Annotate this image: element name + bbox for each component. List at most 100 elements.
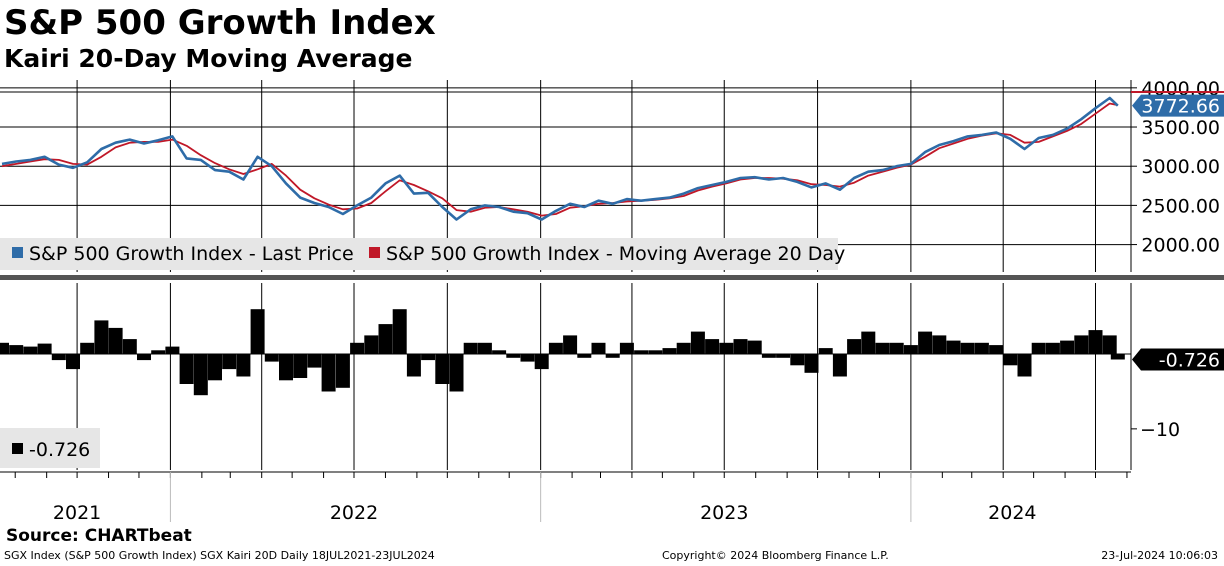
- kairi-bar: [946, 340, 961, 355]
- kairi-bar: [776, 354, 791, 358]
- kairi-bar: [1110, 354, 1125, 360]
- kairi-bar: [790, 354, 805, 366]
- kairi-bar: [690, 331, 705, 354]
- kairi-bar: [335, 354, 350, 388]
- kairi-bar: [236, 354, 251, 377]
- kairi-bar: [1031, 342, 1046, 354]
- kairi-bar: [108, 327, 123, 355]
- kairi-bar: [293, 354, 308, 378]
- chart-subtitle: Kairi 20-Day Moving Average: [4, 44, 413, 73]
- y-tick-label: −10: [1140, 419, 1180, 441]
- kairi-bar: [208, 354, 222, 381]
- kairi-bar: [591, 342, 606, 354]
- kairi-bar: [1003, 354, 1018, 366]
- kairi-bar: [122, 339, 137, 355]
- kairi-bar: [548, 342, 563, 354]
- kairi-bar: [989, 345, 1004, 355]
- kairi-bar: [1045, 342, 1060, 354]
- y-tick-label: 2500.00: [1141, 195, 1220, 217]
- kairi-bar: [861, 331, 876, 354]
- legend-swatch-price: [12, 247, 23, 258]
- kairi-bar: [492, 350, 507, 354]
- kairi-bar: [804, 354, 819, 373]
- y-tick-label: 2000.00: [1141, 235, 1220, 257]
- kairi-bar: [137, 354, 151, 361]
- kairi-bar: [151, 350, 166, 354]
- kairi-bar: [960, 342, 975, 354]
- kairi-bar: [1074, 335, 1089, 355]
- kairi-bar: [662, 348, 677, 355]
- kairi-bar: [520, 354, 535, 362]
- kairi-bar: [761, 354, 776, 358]
- kairi-bar: [1060, 340, 1075, 355]
- kairi-bar: [974, 342, 989, 354]
- kairi-bar: [264, 354, 279, 362]
- kairi-bar: [634, 350, 649, 354]
- kairi-bar: [392, 309, 407, 355]
- kairi-bar: [378, 324, 393, 354]
- kairi-bar: [1102, 335, 1117, 355]
- kairi-bar: [435, 354, 450, 384]
- y-tick-label: 4000.00: [1141, 78, 1220, 100]
- legend-swatch-kairi: [12, 443, 23, 454]
- kairi-bar: [534, 354, 549, 370]
- kairi-bar: [832, 354, 847, 377]
- kairi-bar: [1088, 330, 1103, 354]
- kairi-bar: [66, 354, 80, 370]
- kairi-bar: [563, 335, 578, 355]
- legend-label-price: S&P 500 Growth Index - Last Price: [29, 243, 354, 265]
- kairi-bar: [875, 342, 890, 354]
- kairi-bar: [605, 354, 620, 358]
- y-tick-label: 3000.00: [1141, 156, 1220, 178]
- kairi-bar: [577, 354, 592, 358]
- kairi-bar: [705, 339, 720, 355]
- kairi-bar: [619, 342, 634, 354]
- x-year-label: 2022: [330, 502, 378, 524]
- kairi-bar: [165, 346, 180, 355]
- footer-description: SGX Index (S&P 500 Growth Index) SGX Kai…: [4, 549, 435, 562]
- y-tick-label: 3500.00: [1141, 117, 1220, 139]
- kairi-bar: [847, 339, 862, 355]
- x-year-label: 2021: [53, 502, 101, 524]
- legend-background: [0, 238, 838, 270]
- kairi-bar: [51, 354, 66, 361]
- kairi-bar: [37, 343, 52, 355]
- legend-label-ma: S&P 500 Growth Index - Moving Average 20…: [386, 243, 845, 265]
- kairi-bar: [350, 342, 365, 354]
- kairi-bar: [918, 331, 933, 354]
- kairi-bar: [818, 348, 833, 355]
- kairi-bar: [94, 320, 109, 355]
- kairi-last-value: -0.726: [1159, 349, 1220, 371]
- kairi-bar: [364, 335, 379, 355]
- kairi-last-flag: [1132, 348, 1224, 371]
- kairi-bar: [719, 342, 734, 354]
- footer-timestamp: 23-Jul-2024 10:06:03: [1101, 549, 1218, 562]
- kairi-bar: [1017, 354, 1032, 377]
- legend-label-kairi: -0.726: [29, 439, 90, 461]
- x-year-label: 2024: [988, 502, 1036, 524]
- kairi-bar: [889, 342, 904, 354]
- kairi-bar: [477, 342, 492, 354]
- kairi-bar: [80, 342, 95, 354]
- chart-title: S&P 500 Growth Index: [4, 3, 436, 43]
- kairi-bar: [506, 354, 521, 358]
- kairi-bar: [648, 350, 663, 354]
- source-label: Source: CHARTbeat: [6, 526, 192, 546]
- kairi-bar: [421, 354, 436, 361]
- kairi-bar: [449, 354, 464, 392]
- kairi-bar: [463, 342, 478, 354]
- kairi-bar: [903, 345, 918, 355]
- panel-divider: [0, 275, 1224, 280]
- kairi-bar: [733, 339, 748, 355]
- chart-canvas: 4000.00 3500.00 3000.00 2500.00 2000.00 3772.…: [0, 78, 1224, 524]
- last-price-flag: [1132, 94, 1224, 117]
- last-price-line: [1, 96, 1119, 221]
- kairi-bar: [747, 340, 762, 355]
- kairi-bar: [279, 354, 293, 381]
- kairi-bar: [676, 342, 691, 354]
- kairi-bar: [179, 354, 194, 384]
- legend-swatch-ma: [369, 247, 380, 258]
- kairi-bar: [23, 346, 38, 355]
- footer-copyright: Copyright© 2024 Bloomberg Finance L.P.: [662, 549, 889, 562]
- kairi-bar: [321, 354, 336, 392]
